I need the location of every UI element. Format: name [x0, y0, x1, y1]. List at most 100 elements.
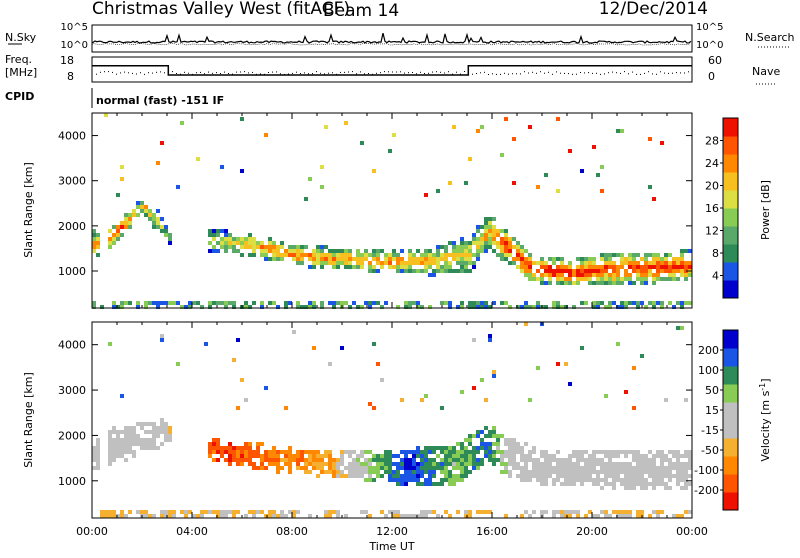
- heatmap-cell: [304, 458, 308, 462]
- nave-dot: [428, 72, 429, 74]
- heatmap-cell: [364, 249, 368, 253]
- heatmap-cell: [492, 370, 496, 374]
- heatmap-cell: [688, 458, 692, 462]
- heatmap-cell: [252, 450, 256, 454]
- heatmap-cell: [524, 510, 528, 514]
- heatmap-cell: [504, 454, 508, 458]
- heatmap-cell: [468, 241, 472, 245]
- nsearch-line: [91, 43, 691, 46]
- nave-dot: [516, 73, 517, 75]
- heatmap-cell: [156, 161, 160, 165]
- date-label: 12/Dec/2014: [599, 0, 708, 19]
- heatmap-cell: [368, 305, 372, 309]
- heatmap-cell: [616, 478, 620, 482]
- heatmap-cell: [448, 305, 452, 309]
- heatmap-cell: [360, 470, 364, 474]
- heatmap-cell: [364, 478, 368, 482]
- heatmap-cell: [388, 466, 392, 470]
- heatmap-cell: [472, 338, 476, 342]
- heatmap-cell: [380, 474, 384, 478]
- heatmap-cell: [376, 466, 380, 470]
- heatmap-cell: [632, 458, 636, 462]
- nave-dot: [224, 71, 225, 73]
- heatmap-cell: [596, 478, 600, 482]
- heatmap-cell: [348, 466, 352, 470]
- heatmap-cell: [280, 245, 284, 249]
- heatmap-cell: [340, 261, 344, 265]
- heatmap-cell: [496, 446, 500, 450]
- heatmap-cell: [396, 514, 400, 518]
- heatmap-cell: [152, 442, 156, 446]
- heatmap-cell: [120, 446, 124, 450]
- nave-dot: [204, 73, 205, 75]
- heatmap-cell: [420, 257, 424, 261]
- heatmap-cell: [324, 257, 328, 261]
- heatmap-cell: [684, 249, 688, 253]
- heatmap-cell: [208, 233, 212, 237]
- heatmap-cell: [488, 233, 492, 237]
- heatmap-cell: [644, 253, 648, 257]
- heatmap-cell: [628, 470, 632, 474]
- heatmap-cell: [320, 245, 324, 249]
- nave-dot: [228, 73, 229, 74]
- station-title: Christmas Valley West (fitACF): [92, 0, 350, 19]
- heatmap-cell: [576, 474, 580, 478]
- heatmap-cell: [476, 245, 480, 249]
- heatmap-cell: [92, 450, 96, 454]
- heatmap-cell: [220, 229, 224, 233]
- nave-dot: [284, 73, 285, 75]
- heatmap-cell: [108, 450, 112, 454]
- heatmap-cell: [240, 450, 244, 454]
- heatmap-cell: [644, 458, 648, 462]
- heatmap-cell: [532, 277, 536, 281]
- heatmap-cell: [444, 450, 448, 454]
- heatmap-cell: [424, 470, 428, 474]
- heatmap-cell: [276, 249, 280, 253]
- heatmap-cell: [144, 446, 148, 450]
- heatmap-cell: [320, 253, 324, 257]
- nave-dot: [120, 72, 121, 74]
- heatmap-cell: [568, 269, 572, 273]
- heatmap-cell: [468, 305, 472, 309]
- heatmap-cell: [188, 301, 192, 305]
- heatmap-cell: [548, 474, 552, 478]
- heatmap-cell: [412, 474, 416, 478]
- heatmap-cell: [168, 434, 172, 438]
- heatmap-cell: [612, 478, 616, 482]
- heatmap-cell: [324, 462, 328, 466]
- heatmap-cell: [336, 462, 340, 466]
- heatmap-cell: [236, 406, 240, 410]
- heatmap-cell: [320, 470, 324, 474]
- heatmap-cell: [644, 273, 648, 277]
- heatmap-cell: [172, 301, 176, 305]
- heatmap-cell: [128, 217, 132, 221]
- nave-dot: [420, 71, 421, 73]
- x-tick-label: 16:00: [476, 525, 508, 538]
- heatmap-cell: [476, 462, 480, 466]
- heatmap-cell: [624, 474, 628, 478]
- heatmap-cell: [500, 237, 504, 241]
- heatmap-cell: [592, 514, 596, 518]
- heatmap-cell: [656, 257, 660, 261]
- heatmap-cell: [92, 305, 96, 309]
- heatmap-cell: [256, 466, 260, 470]
- heatmap-cell: [540, 265, 544, 269]
- nave-dot: [244, 71, 245, 73]
- heatmap-cell: [268, 454, 272, 458]
- heatmap-cell: [676, 269, 680, 273]
- heatmap-cell: [220, 241, 224, 245]
- heatmap-cell: [132, 454, 136, 458]
- heatmap-cell: [284, 454, 288, 458]
- heatmap-cell: [428, 446, 432, 450]
- heatmap-cell: [472, 265, 476, 269]
- heatmap-cell: [92, 301, 96, 305]
- heatmap-cell: [524, 257, 528, 261]
- heatmap-cell: [612, 470, 616, 474]
- heatmap-cell: [408, 249, 412, 253]
- heatmap-cell: [580, 265, 584, 269]
- heatmap-cell: [112, 225, 116, 229]
- heatmap-cell: [404, 514, 408, 518]
- heatmap-cell: [676, 265, 680, 269]
- heatmap-cell: [560, 265, 564, 269]
